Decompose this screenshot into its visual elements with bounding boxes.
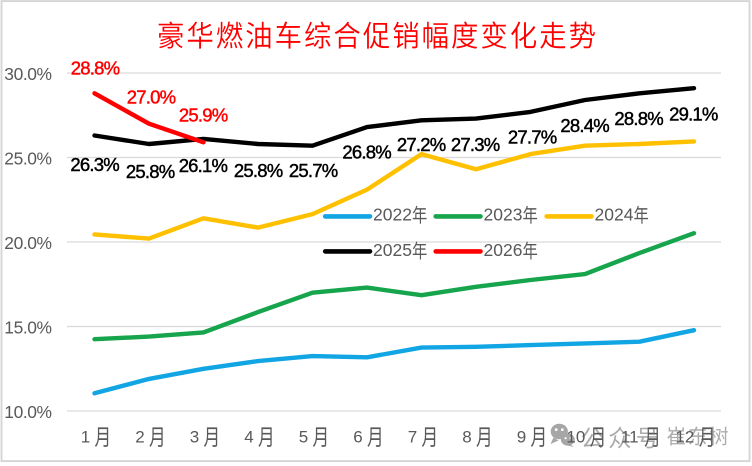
svg-text:9: 9 bbox=[517, 428, 526, 447]
svg-text:26.8%: 26.8% bbox=[342, 142, 391, 163]
svg-text:27.3%: 27.3% bbox=[451, 134, 500, 155]
svg-text:25.7%: 25.7% bbox=[289, 160, 338, 181]
svg-text:26.1%: 26.1% bbox=[179, 155, 228, 176]
svg-text:30.0%: 30.0% bbox=[4, 64, 51, 84]
svg-text:2024: 2024 bbox=[595, 204, 634, 224]
svg-text:29.1%: 29.1% bbox=[669, 103, 718, 124]
svg-text:28.4%: 28.4% bbox=[560, 115, 609, 136]
svg-text:28.8%: 28.8% bbox=[71, 58, 120, 79]
svg-text:26.3%: 26.3% bbox=[70, 154, 119, 175]
svg-text:8: 8 bbox=[462, 428, 471, 447]
svg-text:2023: 2023 bbox=[484, 204, 523, 224]
svg-text:3: 3 bbox=[190, 428, 199, 447]
svg-text:27.0%: 27.0% bbox=[127, 87, 176, 108]
svg-text:28.8%: 28.8% bbox=[614, 108, 663, 129]
svg-text:10.0%: 10.0% bbox=[4, 402, 51, 422]
svg-text:15.0%: 15.0% bbox=[4, 317, 51, 337]
svg-text:5: 5 bbox=[299, 428, 308, 447]
svg-text:11: 11 bbox=[621, 428, 639, 447]
svg-text:25.8%: 25.8% bbox=[126, 161, 175, 182]
svg-text:7: 7 bbox=[408, 428, 417, 447]
svg-text:25.0%: 25.0% bbox=[4, 148, 51, 168]
svg-text:27.2%: 27.2% bbox=[397, 134, 446, 155]
svg-text:1: 1 bbox=[81, 428, 90, 447]
svg-text:27.7%: 27.7% bbox=[508, 127, 557, 148]
svg-text:25.8%: 25.8% bbox=[234, 160, 283, 181]
svg-text:2026: 2026 bbox=[484, 240, 523, 260]
svg-text:2022: 2022 bbox=[373, 204, 412, 224]
svg-text:20.0%: 20.0% bbox=[4, 233, 51, 253]
svg-text:2: 2 bbox=[135, 428, 144, 447]
svg-text:4: 4 bbox=[244, 428, 253, 447]
svg-text:6: 6 bbox=[353, 428, 362, 447]
svg-text:12: 12 bbox=[675, 428, 694, 447]
svg-text:10: 10 bbox=[566, 428, 585, 447]
svg-text:2025: 2025 bbox=[373, 240, 412, 260]
svg-text:25.9%: 25.9% bbox=[179, 105, 228, 126]
